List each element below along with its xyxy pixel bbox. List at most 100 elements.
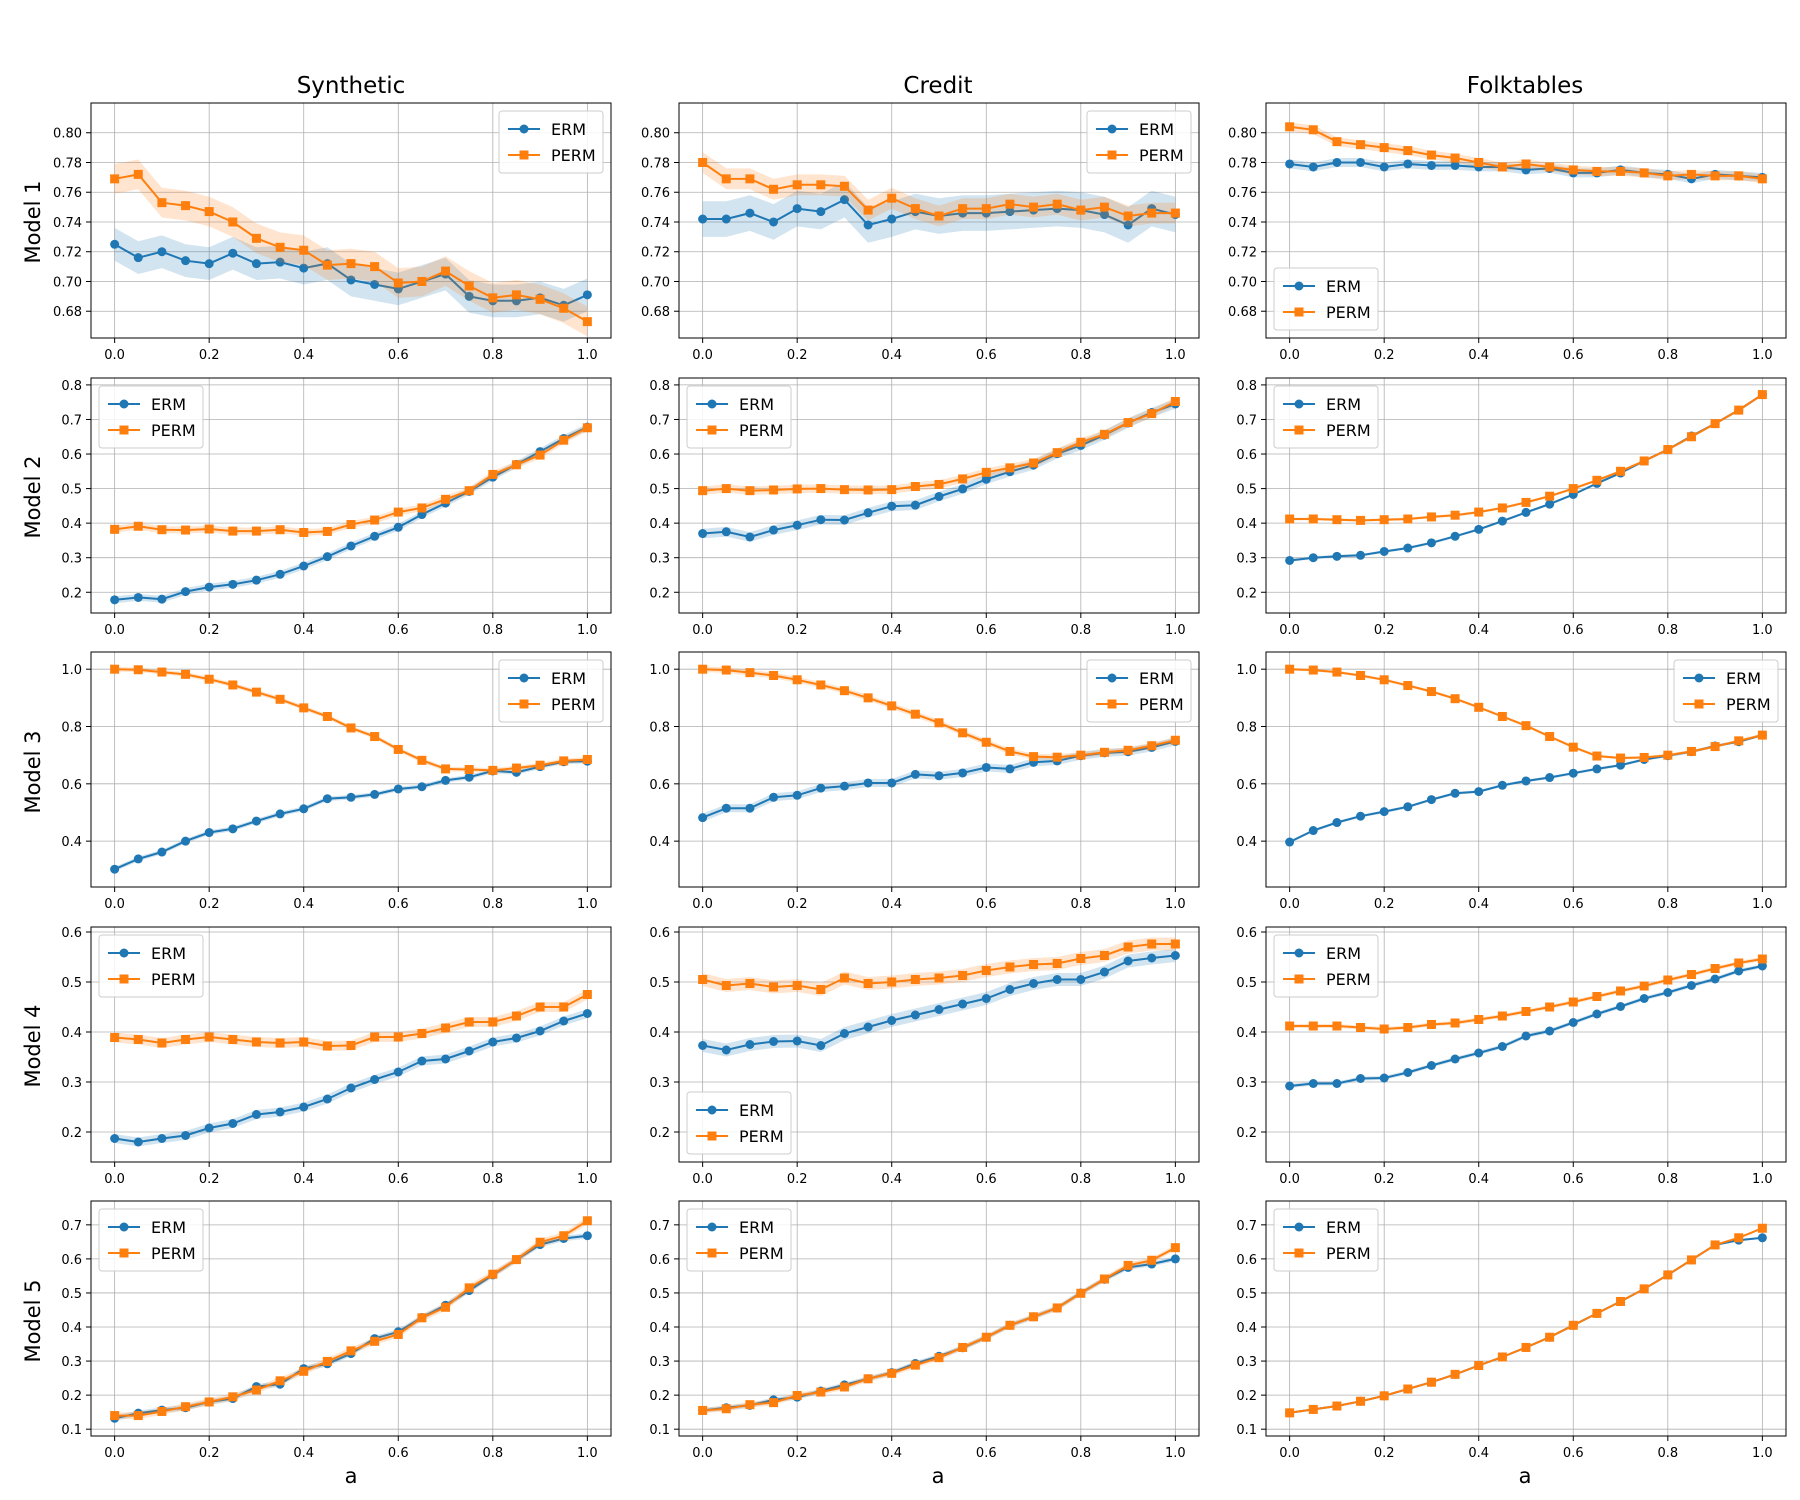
data-point bbox=[1076, 437, 1086, 447]
data-point bbox=[934, 771, 944, 781]
legend-label-perm: PERM bbox=[1726, 695, 1771, 714]
y-tick-label: 0.70 bbox=[53, 275, 82, 290]
data-point bbox=[417, 782, 427, 792]
legend-marker-perm bbox=[1107, 699, 1117, 709]
y-tick-label: 0.2 bbox=[649, 586, 670, 601]
data-point bbox=[511, 460, 521, 470]
data-point bbox=[582, 1009, 592, 1018]
data-point bbox=[745, 486, 755, 496]
data-point bbox=[1356, 515, 1366, 525]
data-point bbox=[934, 492, 944, 502]
data-point bbox=[417, 276, 427, 286]
legend-marker-erm bbox=[1694, 673, 1704, 683]
data-point bbox=[1710, 974, 1720, 984]
data-point bbox=[228, 1035, 238, 1044]
data-point bbox=[582, 423, 592, 433]
axes-frame bbox=[1265, 651, 1787, 888]
data-point bbox=[464, 291, 474, 301]
legend: ERM PERM bbox=[1273, 934, 1379, 998]
legend-label-erm: ERM bbox=[1139, 120, 1174, 139]
y-tick-label: 0.1 bbox=[649, 1423, 670, 1438]
data-point bbox=[441, 266, 451, 276]
legend-label-erm: ERM bbox=[1326, 944, 1361, 963]
row-label-model-4: Model 4 bbox=[21, 1004, 45, 1087]
legend-marker-erm bbox=[1107, 673, 1117, 683]
data-point bbox=[251, 1385, 261, 1395]
data-point bbox=[559, 435, 569, 445]
data-point bbox=[1426, 795, 1436, 805]
y-tick-label: 0.74 bbox=[53, 216, 82, 231]
panel-model-3-folktables: 0.0 0.2 0.4 0.6 0.8 1.0 0.4 0.6 0.8 1.0 ERM PERM bbox=[1236, 651, 1787, 912]
x-tick-label: 0.6 bbox=[1563, 897, 1584, 912]
data-point bbox=[157, 847, 167, 857]
data-point bbox=[934, 973, 944, 983]
data-point bbox=[1005, 746, 1015, 756]
data-point bbox=[1663, 1270, 1673, 1280]
row-label-model-2: Model 2 bbox=[21, 455, 45, 538]
data-point bbox=[934, 479, 944, 489]
panel-model-5-synthetic: 0.0 0.2 0.4 0.6 0.8 1.0 0.1 0.2 0.3 0.4 0.5 0.6 0.7 E… bbox=[61, 1200, 612, 1461]
x-tick-label: 0.2 bbox=[1374, 348, 1395, 363]
y-tick-label: 0.74 bbox=[1228, 216, 1257, 231]
x-tick-label: 0.6 bbox=[388, 1446, 409, 1461]
x-tick-label: 0.0 bbox=[104, 1172, 125, 1187]
data-point bbox=[322, 1094, 332, 1104]
data-point bbox=[1450, 510, 1460, 520]
series-perm bbox=[698, 1243, 1180, 1415]
data-point bbox=[698, 529, 708, 539]
data-point bbox=[958, 204, 968, 214]
data-point bbox=[792, 520, 802, 530]
legend: ERM PERM bbox=[98, 934, 204, 998]
data-point bbox=[1005, 764, 1015, 774]
data-point bbox=[1497, 503, 1507, 513]
data-point bbox=[204, 259, 214, 269]
data-point bbox=[792, 675, 802, 685]
data-point bbox=[1123, 211, 1133, 221]
data-point bbox=[1521, 721, 1531, 731]
x-tick-label: 0.8 bbox=[482, 348, 503, 363]
data-point bbox=[1426, 1020, 1436, 1029]
data-point bbox=[1710, 1240, 1720, 1250]
data-point bbox=[346, 792, 356, 802]
data-point bbox=[417, 1029, 427, 1038]
data-point bbox=[1639, 168, 1649, 178]
y-tick-label: 0.3 bbox=[1236, 552, 1257, 567]
x-tick-label: 0.4 bbox=[881, 1172, 902, 1187]
data-point bbox=[228, 1392, 238, 1402]
data-point bbox=[863, 979, 873, 988]
data-point bbox=[346, 520, 356, 530]
legend: ERM PERM bbox=[686, 1091, 792, 1155]
data-point bbox=[1616, 753, 1626, 763]
data-point bbox=[1474, 1015, 1484, 1024]
data-point bbox=[251, 259, 261, 269]
data-point bbox=[745, 208, 755, 218]
axes-frame bbox=[678, 651, 1200, 888]
legend-marker-erm bbox=[707, 399, 717, 409]
data-point bbox=[1663, 975, 1673, 985]
series-perm bbox=[1285, 390, 1767, 525]
data-point bbox=[1356, 1023, 1366, 1032]
data-point bbox=[1686, 1255, 1696, 1265]
data-point bbox=[1076, 750, 1086, 760]
data-point bbox=[981, 737, 991, 747]
data-point bbox=[721, 981, 731, 990]
legend-marker-erm bbox=[519, 124, 529, 134]
data-point bbox=[251, 575, 261, 585]
data-point bbox=[1099, 1274, 1109, 1284]
data-point bbox=[535, 1002, 545, 1012]
y-tick-label: 0.7 bbox=[1236, 413, 1257, 428]
x-tick-label: 0.4 bbox=[881, 1446, 902, 1461]
data-point bbox=[1332, 1079, 1342, 1088]
data-point bbox=[1308, 514, 1318, 524]
y-tick-label: 0.2 bbox=[1236, 586, 1257, 601]
data-point bbox=[887, 977, 897, 987]
y-tick-label: 0.8 bbox=[61, 379, 82, 394]
data-point bbox=[1332, 137, 1342, 147]
axes-frame bbox=[90, 1200, 612, 1437]
x-tick-label: 0.8 bbox=[482, 623, 503, 638]
data-point bbox=[1379, 1024, 1389, 1034]
legend-label-erm: ERM bbox=[1326, 1218, 1361, 1237]
y-tick-label: 1.0 bbox=[61, 663, 82, 678]
legend-label-erm: ERM bbox=[1326, 277, 1361, 296]
x-tick-label: 0.0 bbox=[104, 897, 125, 912]
